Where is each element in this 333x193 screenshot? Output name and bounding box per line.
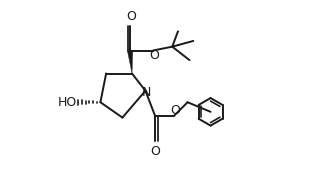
Polygon shape — [128, 50, 133, 74]
Text: O: O — [170, 104, 180, 117]
Text: HO: HO — [58, 96, 77, 109]
Text: N: N — [142, 86, 151, 99]
Text: O: O — [149, 49, 159, 62]
Text: O: O — [150, 145, 160, 158]
Text: O: O — [126, 10, 136, 24]
